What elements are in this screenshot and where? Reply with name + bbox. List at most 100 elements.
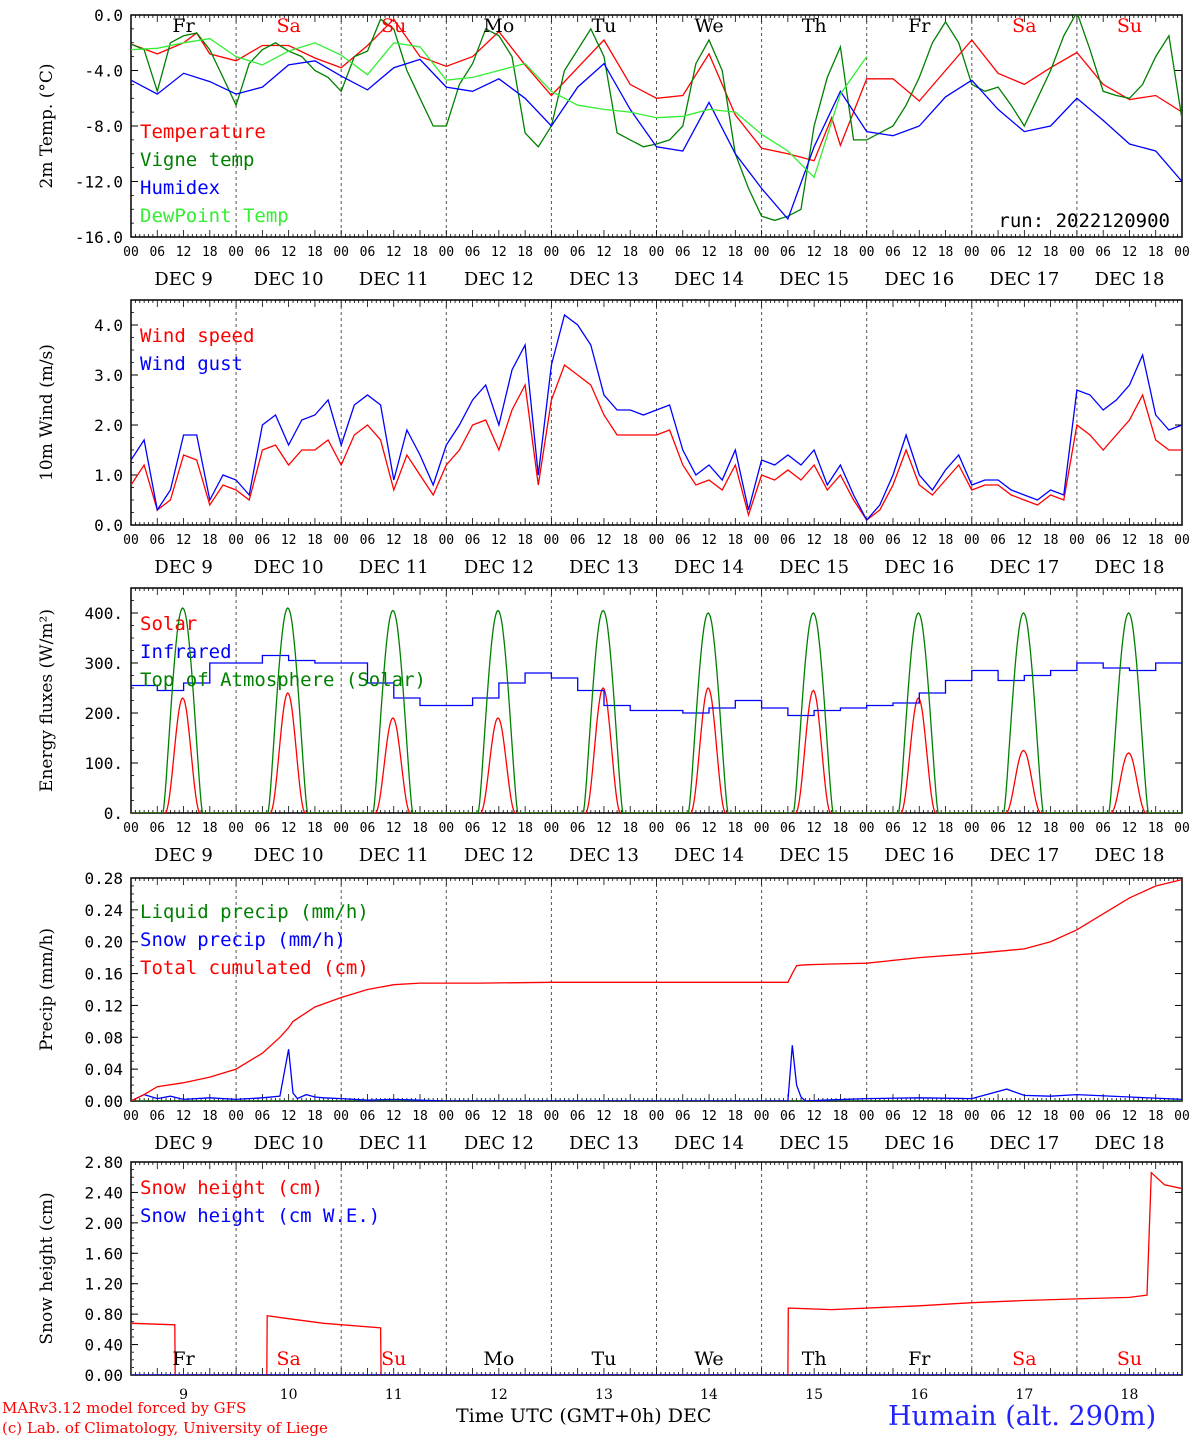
hour-tick-label: 00 bbox=[228, 245, 244, 260]
y-tick-label: 2.40 bbox=[84, 1183, 123, 1202]
date-label: DEC 12 bbox=[464, 845, 534, 866]
hour-tick-label: 06 bbox=[465, 1109, 481, 1124]
hour-tick-label: 06 bbox=[360, 245, 376, 260]
hour-tick-label: 00 bbox=[123, 533, 139, 548]
hour-tick-label: 18 bbox=[1043, 821, 1059, 836]
legend-entry: Vigne temp bbox=[140, 149, 254, 171]
hour-tick-label: 18 bbox=[517, 821, 533, 836]
precip-panel: 0.28 0.24 0.20 0.16 0.12 0.08 0.04 0.00 Precip (… bbox=[37, 869, 1190, 1154]
y-tick-label: 0.04 bbox=[84, 1060, 123, 1079]
hour-tick-label: 12 bbox=[596, 821, 612, 836]
legend-entry: Humidex bbox=[140, 177, 220, 199]
weekday-label: We bbox=[694, 1348, 723, 1370]
hour-tick-label: 00 bbox=[964, 533, 980, 548]
hour-tick-label: 06 bbox=[990, 245, 1006, 260]
y-tick-label: 0.20 bbox=[84, 933, 123, 952]
hour-tick-label: 12 bbox=[176, 821, 192, 836]
series-line-infrared bbox=[131, 654, 1182, 717]
hour-tick-label: 06 bbox=[780, 245, 796, 260]
hour-tick-label: 06 bbox=[1095, 245, 1111, 260]
hour-tick-label: 06 bbox=[780, 821, 796, 836]
date-label: DEC 18 bbox=[1094, 1133, 1164, 1154]
y-axis-title: Energy fluxes (W/m²) bbox=[37, 609, 57, 792]
series-line-solar bbox=[131, 687, 1182, 813]
hour-tick-label: 00 bbox=[1174, 245, 1190, 260]
hour-tick-label: 12 bbox=[806, 245, 822, 260]
hour-tick-label: 18 bbox=[622, 1109, 638, 1124]
hour-tick-label: 12 bbox=[596, 533, 612, 548]
date-label: DEC 9 bbox=[154, 845, 213, 866]
day-number-label: 16 bbox=[910, 1387, 928, 1403]
series-line-dewpoint-temp bbox=[131, 37, 868, 179]
hour-tick-label: 00 bbox=[1174, 1109, 1190, 1124]
hour-tick-label: 18 bbox=[1043, 245, 1059, 260]
series-line-vigne-temp bbox=[131, 15, 1182, 222]
y-tick-label: 300. bbox=[84, 654, 123, 673]
hour-tick-label: 12 bbox=[911, 533, 927, 548]
hour-tick-label: 06 bbox=[990, 533, 1006, 548]
hour-tick-label: 18 bbox=[1148, 533, 1164, 548]
hour-tick-label: 12 bbox=[281, 821, 297, 836]
hour-tick-label: 06 bbox=[149, 821, 165, 836]
hour-tick-label: 06 bbox=[255, 245, 271, 260]
hour-tick-label: 06 bbox=[360, 821, 376, 836]
weekday-label: Tu bbox=[591, 1348, 616, 1370]
hour-tick-label: 00 bbox=[333, 245, 349, 260]
hour-tick-label: 12 bbox=[386, 821, 402, 836]
hour-tick-label: 12 bbox=[701, 245, 717, 260]
hour-tick-label: 06 bbox=[255, 533, 271, 548]
hour-tick-label: 06 bbox=[465, 245, 481, 260]
weekday-label: Mo bbox=[483, 15, 514, 37]
hour-tick-label: 12 bbox=[1122, 821, 1138, 836]
hour-tick-label: 06 bbox=[885, 821, 901, 836]
date-label: DEC 15 bbox=[779, 557, 849, 578]
weekday-label: Sa bbox=[276, 15, 300, 37]
hour-tick-label: 00 bbox=[754, 821, 770, 836]
hour-tick-label: 18 bbox=[833, 533, 849, 548]
hour-tick-label: 06 bbox=[885, 533, 901, 548]
date-label: DEC 14 bbox=[674, 557, 744, 578]
hour-tick-label: 06 bbox=[570, 1109, 586, 1124]
hour-tick-label: 18 bbox=[307, 821, 323, 836]
day-number-label: 17 bbox=[1015, 1387, 1033, 1403]
series-line-humidex bbox=[131, 58, 1182, 221]
hour-tick-label: 18 bbox=[938, 533, 954, 548]
date-label: DEC 10 bbox=[254, 845, 324, 866]
day-number-label: 11 bbox=[385, 1387, 403, 1403]
hour-tick-label: 00 bbox=[544, 245, 560, 260]
hour-tick-label: 06 bbox=[255, 821, 271, 836]
hour-tick-label: 00 bbox=[333, 821, 349, 836]
y-tick-label: 0.0 bbox=[94, 516, 123, 535]
hour-tick-label: 06 bbox=[149, 533, 165, 548]
hour-tick-label: 00 bbox=[1069, 821, 1085, 836]
date-label: DEC 12 bbox=[464, 269, 534, 290]
hour-tick-label: 06 bbox=[1095, 1109, 1111, 1124]
weekday-label: Mo bbox=[483, 1348, 514, 1370]
wind-panel: 4.0 3.0 2.0 1.0 0.0 10m Wind (m/s) 00 06 12 18 00 0… bbox=[37, 299, 1190, 578]
hour-tick-label: 06 bbox=[149, 1109, 165, 1124]
run-label: run: 2022120900 bbox=[998, 210, 1170, 232]
hour-tick-label: 12 bbox=[491, 1109, 507, 1124]
hour-tick-label: 12 bbox=[176, 533, 192, 548]
date-label: DEC 14 bbox=[674, 269, 744, 290]
day-number-label: 9 bbox=[179, 1387, 188, 1403]
hour-tick-label: 12 bbox=[386, 533, 402, 548]
series-line-snow-precip-mm-h- bbox=[131, 1045, 1182, 1101]
hour-tick-label: 18 bbox=[938, 1109, 954, 1124]
date-label: DEC 17 bbox=[989, 1133, 1059, 1154]
hour-tick-label: 00 bbox=[333, 533, 349, 548]
legend-entry: Temperature bbox=[140, 121, 266, 143]
weekday-label: Su bbox=[381, 1348, 406, 1370]
hour-tick-label: 06 bbox=[255, 1109, 271, 1124]
date-label: DEC 18 bbox=[1094, 557, 1164, 578]
y-tick-label: 2.80 bbox=[84, 1153, 123, 1172]
hour-tick-label: 00 bbox=[649, 533, 665, 548]
weekday-label: We bbox=[694, 15, 723, 37]
hour-tick-label: 00 bbox=[964, 245, 980, 260]
weekday-label: Fr bbox=[908, 15, 931, 37]
hour-tick-label: 18 bbox=[938, 821, 954, 836]
series-line-temperature bbox=[131, 18, 1182, 162]
day-number-label: 14 bbox=[700, 1387, 718, 1403]
hour-tick-label: 18 bbox=[833, 821, 849, 836]
